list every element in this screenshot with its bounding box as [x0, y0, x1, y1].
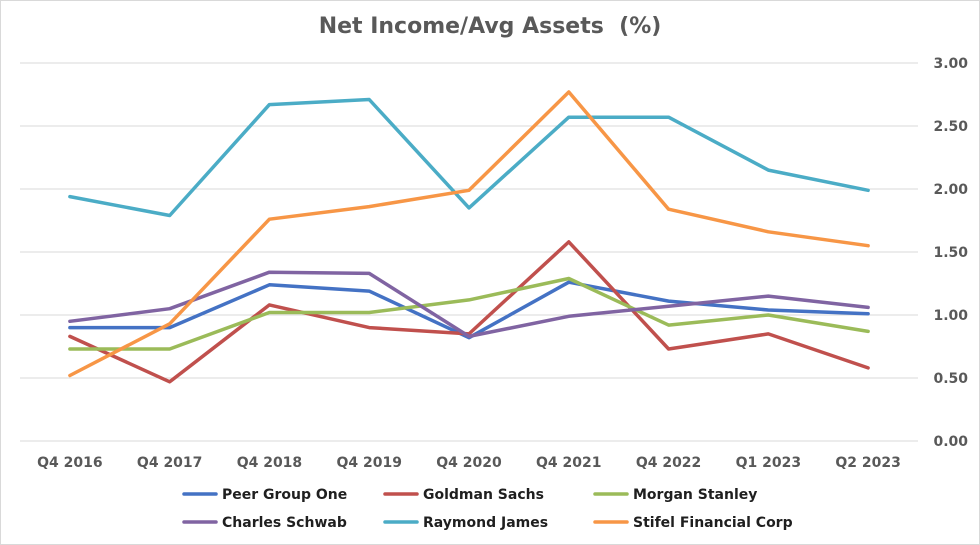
x-tick-label: Q4 2021	[536, 455, 601, 471]
y-tick-label: 1.50	[933, 245, 968, 261]
x-tick-label: Q4 2016	[37, 455, 102, 471]
series-line	[68, 280, 870, 340]
series-line	[68, 276, 870, 351]
legend-label: Stifel Financial Corp	[633, 515, 793, 531]
x-tick-label: Q4 2018	[237, 455, 302, 471]
series-line	[68, 97, 870, 218]
x-tick-label: Q4 2019	[336, 455, 401, 471]
y-tick-label: 3.00	[933, 56, 968, 72]
y-tick-label: 1.00	[933, 308, 968, 324]
x-tick-label: Q2 2023	[835, 455, 900, 471]
x-tick-label: Q1 2023	[736, 455, 801, 471]
series-line	[68, 90, 870, 378]
series-line	[68, 270, 870, 339]
legend-label: Peer Group One	[222, 487, 347, 503]
legend-label: Raymond James	[423, 515, 548, 531]
x-tick-label: Q4 2020	[436, 455, 502, 471]
y-tick-label: 2.50	[933, 119, 968, 135]
y-tick-label: 0.50	[933, 371, 968, 387]
legend-label: Morgan Stanley	[633, 487, 757, 503]
y-tick-label: 2.00	[933, 182, 968, 198]
y-tick-label: 0.00	[933, 434, 968, 450]
legend-label: Charles Schwab	[222, 515, 347, 531]
legend-label: Goldman Sachs	[423, 487, 544, 503]
chart-title: Net Income/Avg Assets (%)	[318, 14, 662, 39]
x-tick-label: Q4 2022	[636, 455, 701, 471]
series-line	[68, 240, 870, 384]
x-tick-label: Q4 2017	[137, 455, 202, 471]
